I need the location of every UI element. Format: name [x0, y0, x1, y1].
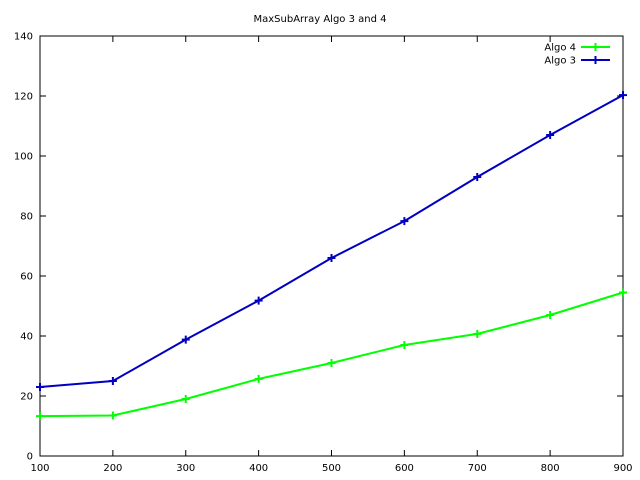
data-point-algo-4 [619, 288, 627, 297]
data-point-algo-3 [254, 296, 263, 305]
legend-item-algo-3: Algo 3 [544, 56, 610, 67]
data-point-algo-3 [473, 173, 482, 181]
legend: Algo 4 Algo 3 [544, 43, 610, 67]
legend-label: Algo 3 [544, 56, 576, 67]
x-tick-label: 800 [541, 463, 560, 474]
data-point-algo-4 [181, 395, 190, 403]
x-tick-label: 500 [322, 463, 341, 474]
data-point-algo-4 [327, 359, 336, 367]
x-tick-label: 400 [249, 463, 268, 474]
plot-frame [39, 35, 624, 457]
legend-item-algo-4: Algo 4 [544, 43, 610, 54]
x-tick-label: 700 [468, 463, 487, 474]
data-point-algo-3 [546, 131, 555, 139]
legend-label: Algo 4 [544, 43, 576, 54]
y-tick-label: 80 [20, 212, 33, 223]
x-tick-label: 200 [103, 463, 122, 474]
series-line-algo-4 [39, 291, 624, 418]
data-point-algo-3 [108, 377, 117, 385]
y-tick-label: 60 [20, 272, 33, 283]
data-point-algo-4 [254, 374, 263, 383]
chart-title: MaxSubArray Algo 3 and 4 [254, 14, 387, 25]
y-tick-label: 120 [14, 92, 33, 103]
data-point-algo-4 [546, 311, 555, 319]
y-tick-label: 100 [14, 152, 33, 163]
data-point-algo-4 [400, 341, 409, 349]
series-line-algo-3 [39, 94, 624, 388]
x-tick-label: 100 [30, 463, 49, 474]
x-tick-label: 900 [613, 463, 632, 474]
data-point-algo-4 [473, 329, 482, 338]
data-point-algo-3 [400, 217, 409, 226]
data-point-algo-3 [619, 91, 627, 100]
series-group [36, 91, 627, 421]
data-point-algo-3 [181, 335, 190, 344]
y-tick-label: 140 [14, 32, 33, 43]
data-point-algo-4 [36, 412, 44, 421]
data-point-algo-3 [36, 383, 44, 391]
data-point-algo-4 [108, 411, 117, 420]
axes: 100 200 300 400 500 600 700 800 900 0 20 40 60 80 100 1… [14, 32, 633, 475]
x-tick-label: 300 [176, 463, 195, 474]
y-tick-label: 20 [20, 392, 33, 403]
x-tick-label: 600 [395, 463, 414, 474]
data-point-algo-3 [327, 254, 336, 262]
y-tick-label: 0 [27, 452, 33, 463]
y-tick-label: 40 [20, 332, 33, 343]
